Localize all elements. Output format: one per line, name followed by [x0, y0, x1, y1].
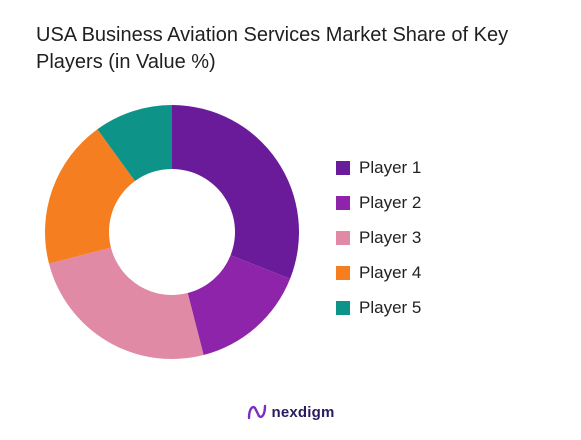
brand-name: nexdigm: [271, 403, 335, 421]
legend-label: Player 3: [359, 227, 422, 247]
chart-legend: Player 1 Player 2 Player 3 Player 4 Play…: [336, 150, 421, 325]
nexdigm-logo-icon: [246, 402, 268, 422]
legend-item-player-4: Player 4: [336, 255, 421, 290]
brand-footer: nexdigm: [0, 402, 581, 422]
legend-swatch: [336, 265, 350, 280]
legend-item-player-1: Player 1: [336, 150, 421, 185]
donut-slice-player-4: [44, 129, 135, 264]
legend-item-player-5: Player 5: [336, 290, 421, 325]
legend-item-player-2: Player 2: [336, 185, 421, 220]
legend-label: Player 1: [359, 157, 422, 177]
legend-swatch: [336, 300, 350, 315]
legend-item-player-3: Player 3: [336, 220, 421, 255]
legend-label: Player 5: [359, 297, 422, 317]
donut-slice-player-5: [97, 105, 172, 182]
chart-title: USA Business Aviation Services Market Sh…: [36, 24, 509, 73]
donut-slice-player-1: [172, 105, 300, 279]
donut-slice-player-3: [48, 247, 204, 359]
legend-swatch: [336, 195, 350, 210]
donut-chart: [44, 105, 300, 359]
legend-swatch: [336, 230, 350, 245]
legend-swatch: [336, 160, 350, 175]
legend-label: Player 4: [359, 262, 422, 282]
donut-slice-player-2: [187, 255, 291, 356]
legend-label: Player 2: [359, 192, 422, 212]
